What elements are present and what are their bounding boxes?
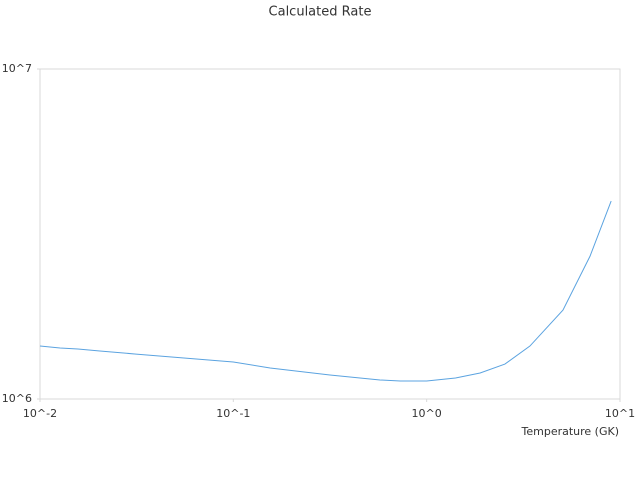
x-axis-label: Temperature (GK) bbox=[521, 425, 620, 438]
x-tick-label: 10^-1 bbox=[216, 407, 250, 420]
plot-frame bbox=[39, 68, 621, 400]
chart-title: Calculated Rate bbox=[269, 5, 372, 20]
y-tick-label: 10^7 bbox=[2, 62, 32, 75]
x-tick-label: 10^0 bbox=[412, 407, 442, 420]
x-tick-label: 10^1 bbox=[605, 407, 635, 420]
y-tick-label: 10^6 bbox=[2, 392, 32, 405]
series-line bbox=[39, 200, 612, 382]
x-tick-label: 10^-2 bbox=[23, 407, 57, 420]
